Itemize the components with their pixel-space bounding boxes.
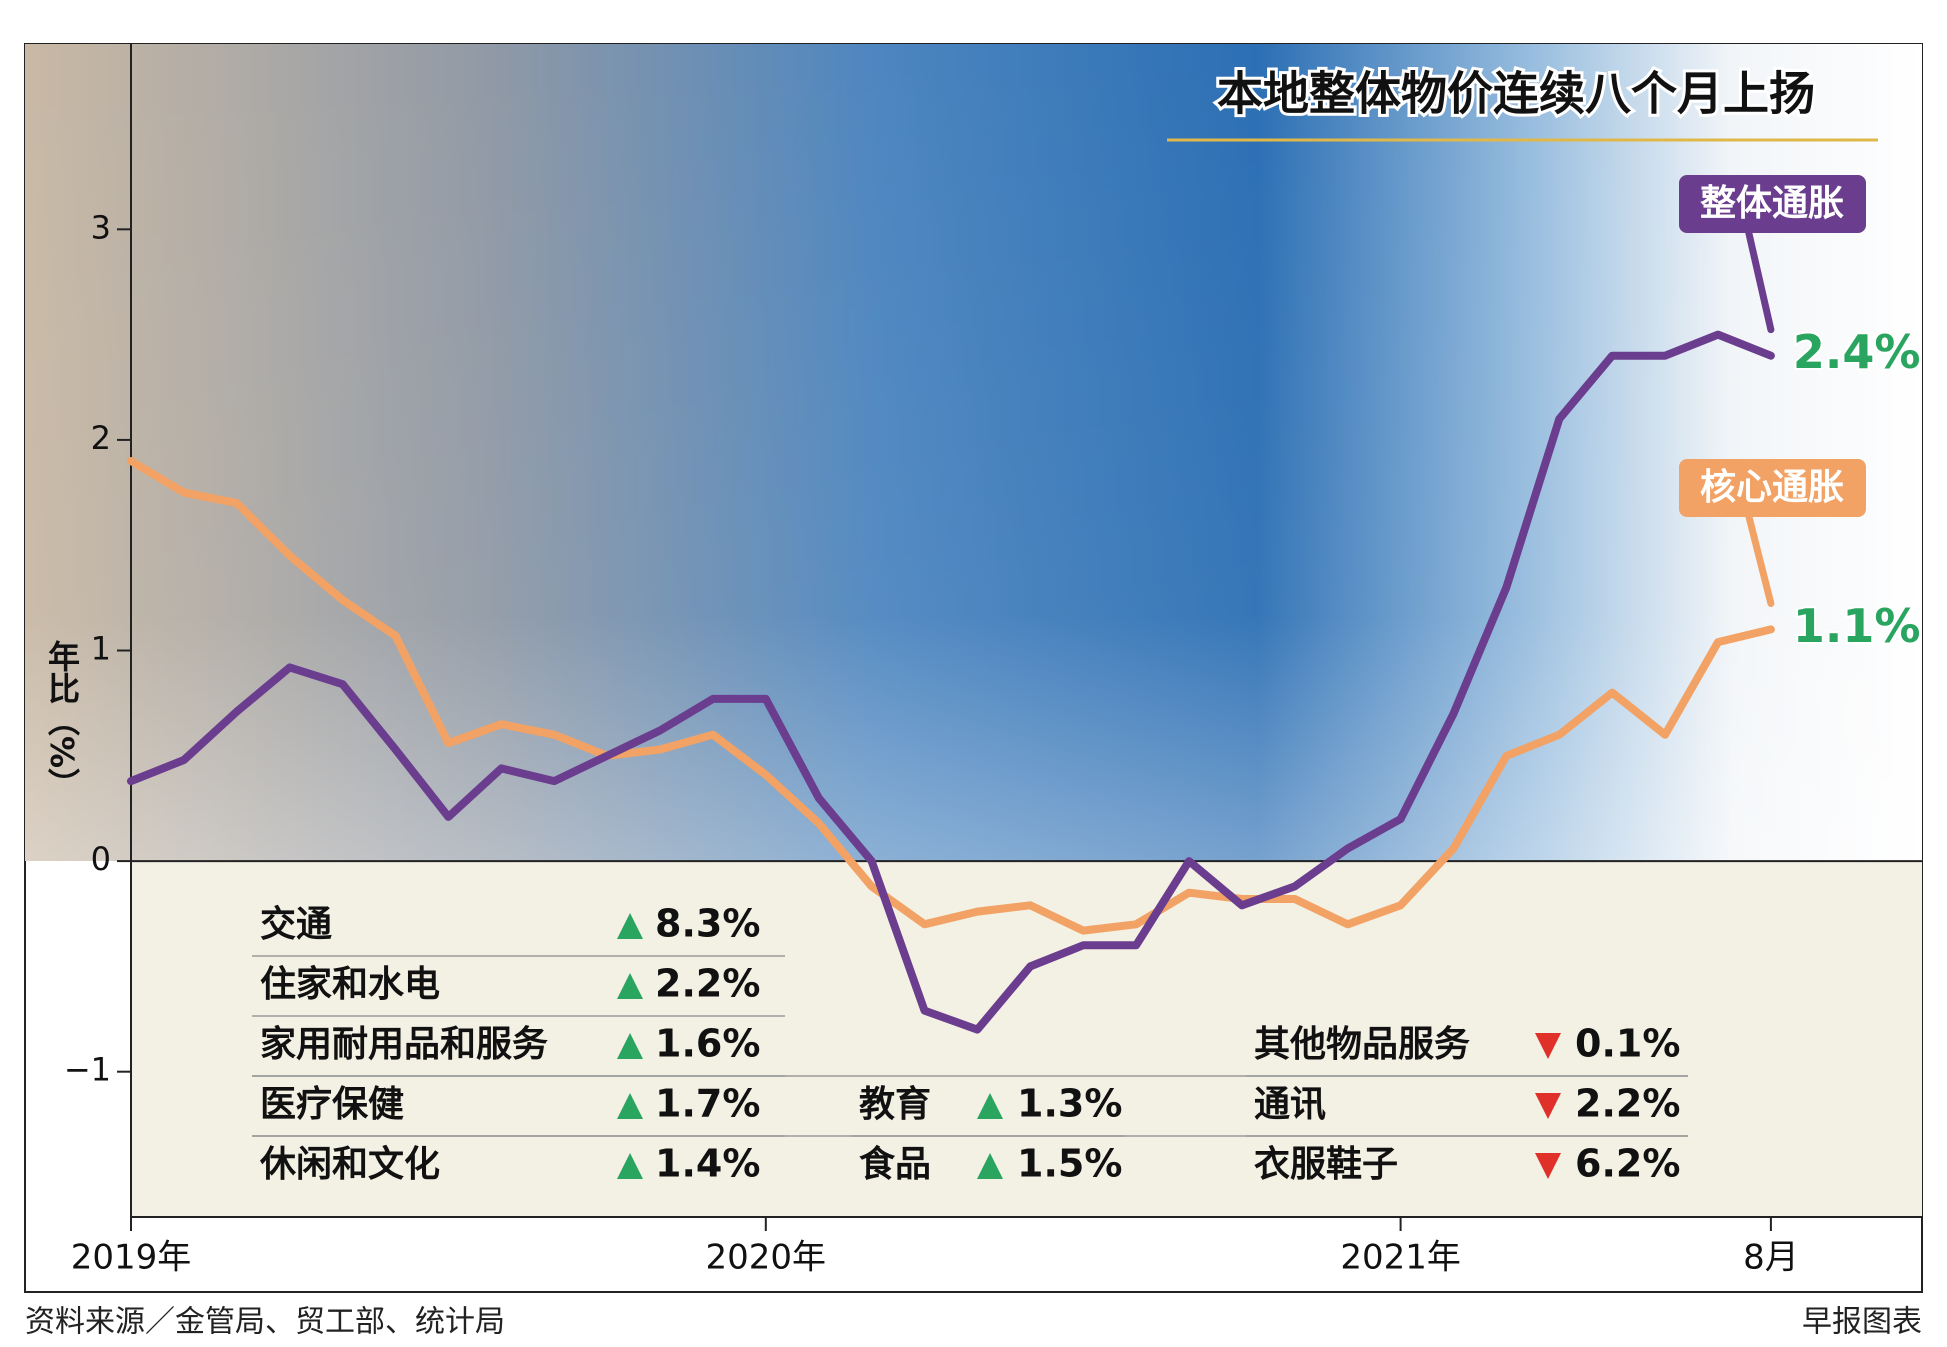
- category-change: 1.5%: [1017, 1142, 1122, 1186]
- x-tick-label: 2020年: [706, 1238, 827, 1278]
- category-name: 衣服鞋子: [1254, 1144, 1398, 1185]
- value-label: 2.4%: [1793, 325, 1921, 379]
- x-tick-label: 2019年: [71, 1238, 192, 1278]
- category-change: 8.3%: [655, 902, 760, 946]
- legend-label: 核心通胀: [1700, 467, 1844, 508]
- background-fade: [25, 44, 1922, 861]
- category-name: 食品: [859, 1144, 931, 1185]
- up-arrow: [617, 913, 643, 939]
- up-arrow: [977, 1093, 1003, 1119]
- category-change: 1.6%: [655, 1022, 760, 1066]
- category-name: 交通: [260, 903, 332, 945]
- category-name: 通讯: [1254, 1084, 1326, 1125]
- legend-box: [1679, 459, 1866, 517]
- lower-panel: [131, 861, 1922, 1217]
- category-change: 2.2%: [1575, 1082, 1680, 1126]
- credit: 早报图表: [1802, 1305, 1922, 1340]
- y-tick-label: 1: [91, 630, 111, 668]
- up-arrow: [617, 1093, 643, 1119]
- up-arrow: [617, 973, 643, 999]
- legend-label: 整体通胀: [1700, 183, 1844, 224]
- y-tick-label: 0: [91, 840, 111, 878]
- x-tick-label: 2021年: [1340, 1238, 1461, 1278]
- source: 资料来源／金管局、贸工部、统计局: [25, 1305, 505, 1340]
- y-axis-label: 年比（%）: [43, 640, 81, 800]
- y-tick-label: 3: [91, 208, 111, 246]
- series-line: [127, 457, 1775, 935]
- category-name: 医疗保健: [260, 1084, 404, 1125]
- y-tick-label: 2: [91, 419, 111, 457]
- down-arrow: [1535, 1093, 1561, 1119]
- legend-box: [1679, 175, 1866, 233]
- category-name: 其他物品服务: [1254, 1024, 1470, 1065]
- legend-pointer: [1743, 221, 1775, 334]
- category-name: 休闲和文化: [259, 1144, 440, 1185]
- up-arrow: [617, 1153, 643, 1179]
- chart-title: 本地整体物价连续八个月上扬: [1217, 67, 1815, 121]
- category-name: 教育: [859, 1084, 931, 1125]
- y-tick-label: −1: [64, 1051, 111, 1089]
- series-line: [127, 330, 1775, 1034]
- category-change: 1.3%: [1017, 1082, 1122, 1126]
- down-arrow: [1535, 1153, 1561, 1179]
- value-label: 1.1%: [1793, 599, 1921, 653]
- category-change: 1.7%: [655, 1082, 760, 1126]
- category-change: 2.2%: [655, 962, 760, 1006]
- up-arrow: [977, 1153, 1003, 1179]
- category-change: 0.1%: [1575, 1022, 1680, 1066]
- down-arrow: [1535, 1033, 1561, 1059]
- category-change: 1.4%: [655, 1142, 760, 1186]
- legend-pointer: [1743, 505, 1775, 607]
- x-tick-label: 8月: [1743, 1238, 1799, 1278]
- category-name: 住家和水电: [260, 964, 440, 1005]
- category-name: 家用耐用品和服务: [260, 1024, 548, 1065]
- category-change: 6.2%: [1575, 1142, 1680, 1186]
- up-arrow: [617, 1033, 643, 1059]
